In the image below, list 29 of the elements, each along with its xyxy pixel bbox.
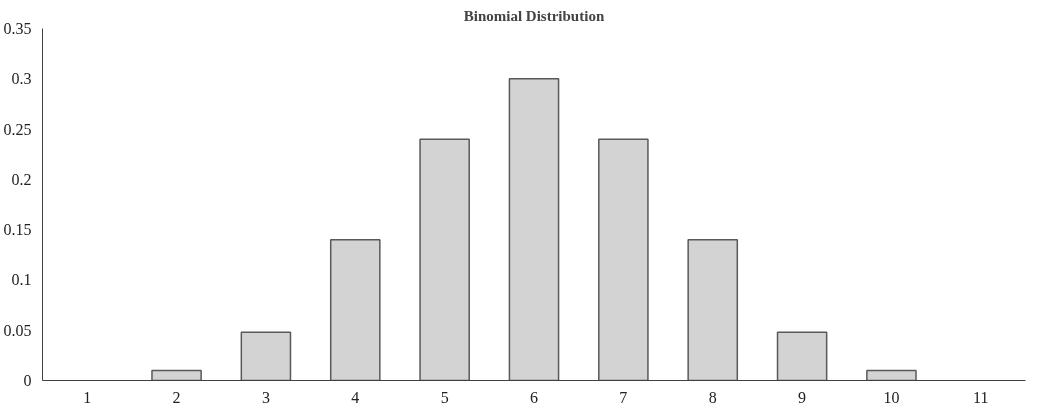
y-tick-label: 0.3 — [11, 70, 32, 88]
bar — [866, 369, 917, 381]
x-tick-label: 3 — [261, 388, 270, 406]
x-tick-label: 2 — [172, 388, 181, 406]
x-tick-label: 6 — [530, 388, 538, 406]
x-tick-label: 9 — [798, 388, 807, 406]
bar — [419, 138, 470, 381]
y-tick-label: 0.05 — [3, 321, 32, 339]
x-tick-label: 5 — [440, 388, 449, 406]
bar — [598, 138, 649, 381]
x-tick-label: 4 — [351, 388, 360, 406]
bar — [240, 331, 292, 381]
bar — [508, 78, 560, 381]
y-tick-label: 0.1 — [11, 271, 32, 289]
x-tick-label: 11 — [973, 388, 989, 406]
x-tick-label: 10 — [883, 388, 900, 406]
x-tick-label: 7 — [619, 388, 628, 406]
bar — [776, 331, 828, 381]
chart-title: Binomial Distribution — [463, 7, 605, 24]
y-tick-label: 0.2 — [11, 170, 32, 188]
y-tick-label: 0.15 — [3, 221, 32, 239]
bar — [687, 238, 739, 381]
x-tick-label: 8 — [708, 388, 717, 406]
x-tick-label: 1 — [83, 388, 92, 406]
y-tick-label: 0 — [23, 372, 32, 389]
bar — [151, 369, 202, 381]
bar — [329, 238, 381, 381]
y-tick-label: 0.35 — [3, 20, 32, 37]
y-tick-label: 0.25 — [3, 120, 32, 138]
